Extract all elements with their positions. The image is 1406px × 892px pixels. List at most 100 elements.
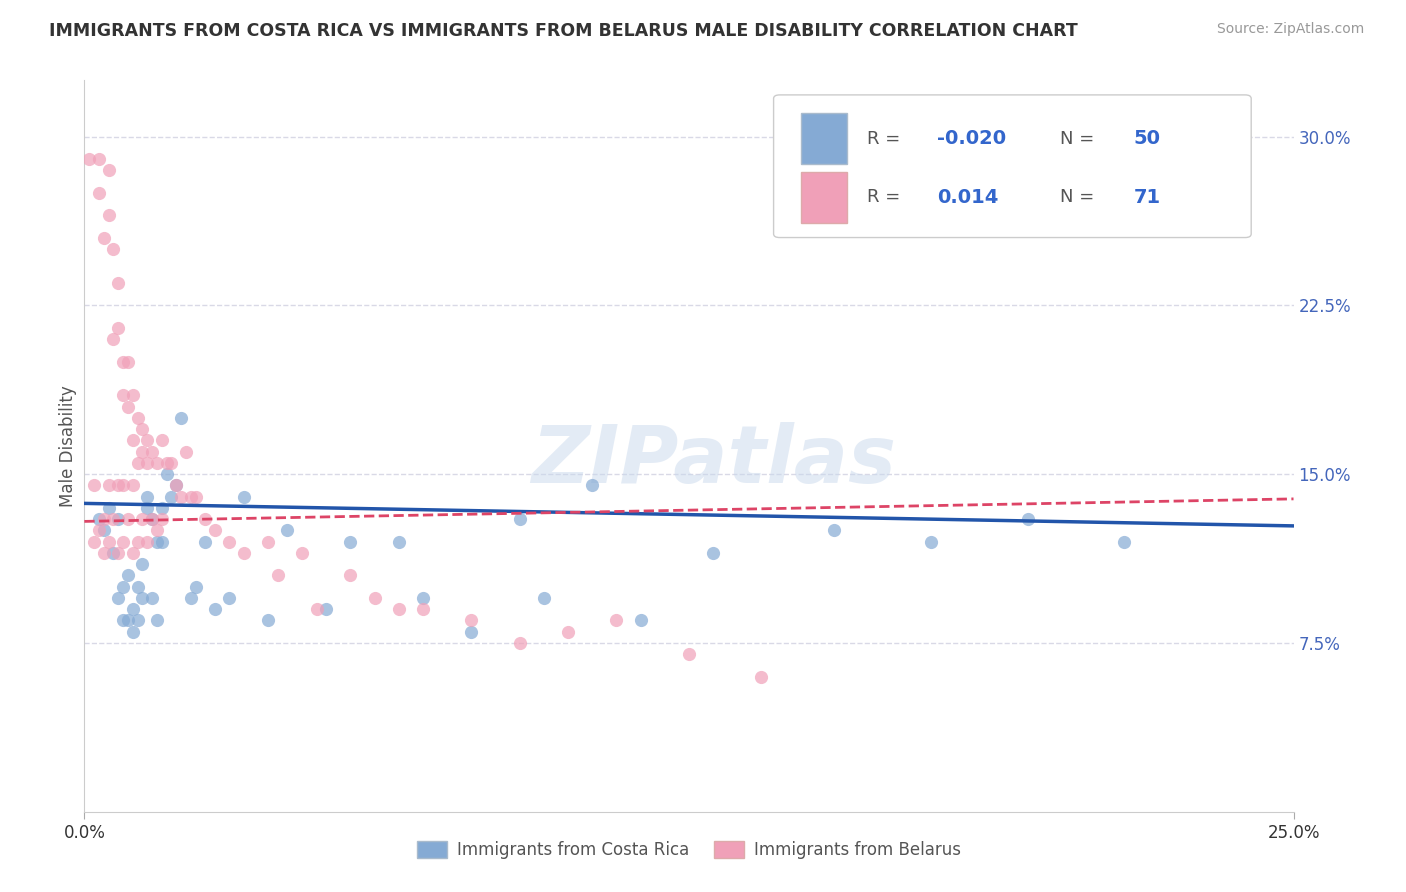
Point xyxy=(184,580,207,594)
Point xyxy=(165,478,187,492)
FancyBboxPatch shape xyxy=(773,95,1251,237)
Text: 50: 50 xyxy=(1133,129,1161,148)
Point xyxy=(460,614,482,628)
Y-axis label: Male Disability: Male Disability xyxy=(59,385,77,507)
Point xyxy=(305,602,328,616)
Point xyxy=(131,557,153,571)
Text: R =: R = xyxy=(866,130,905,148)
Point xyxy=(121,434,143,448)
Point xyxy=(1114,534,1136,549)
Point xyxy=(823,524,845,538)
Point xyxy=(127,410,149,425)
Point xyxy=(233,490,256,504)
Text: N =: N = xyxy=(1060,130,1099,148)
Point xyxy=(87,512,110,526)
Point xyxy=(267,568,290,582)
Point xyxy=(194,512,217,526)
Point xyxy=(388,534,411,549)
Text: Source: ZipAtlas.com: Source: ZipAtlas.com xyxy=(1216,22,1364,37)
Point xyxy=(112,388,135,402)
Point xyxy=(131,444,153,458)
Point xyxy=(127,580,149,594)
Point xyxy=(751,670,773,684)
Point xyxy=(107,276,129,290)
Point xyxy=(121,478,143,492)
Point xyxy=(141,512,163,526)
Point xyxy=(702,546,724,560)
Point xyxy=(339,534,361,549)
Point xyxy=(117,400,139,414)
Point xyxy=(1017,512,1039,526)
Point xyxy=(77,152,100,166)
Point xyxy=(141,591,163,605)
Point xyxy=(97,500,120,515)
Point xyxy=(146,524,169,538)
Point xyxy=(533,591,555,605)
Text: IMMIGRANTS FROM COSTA RICA VS IMMIGRANTS FROM BELARUS MALE DISABILITY CORRELATIO: IMMIGRANTS FROM COSTA RICA VS IMMIGRANTS… xyxy=(49,22,1078,40)
Point xyxy=(180,591,202,605)
Point xyxy=(412,591,434,605)
Point xyxy=(112,354,135,368)
Point xyxy=(146,614,169,628)
Point xyxy=(155,456,177,470)
Point xyxy=(150,500,173,515)
Point xyxy=(218,534,240,549)
Point xyxy=(93,546,115,560)
Point xyxy=(920,534,942,549)
Point xyxy=(678,647,700,661)
Text: 0.014: 0.014 xyxy=(936,188,998,207)
Legend: Immigrants from Costa Rica, Immigrants from Belarus: Immigrants from Costa Rica, Immigrants f… xyxy=(411,834,967,865)
Point xyxy=(233,546,256,560)
Point xyxy=(150,512,173,526)
Point xyxy=(218,591,240,605)
Point xyxy=(204,524,226,538)
Point xyxy=(107,321,129,335)
Point xyxy=(107,546,129,560)
FancyBboxPatch shape xyxy=(801,171,848,223)
Point xyxy=(141,512,163,526)
Point xyxy=(131,422,153,436)
Point xyxy=(103,512,125,526)
Point xyxy=(112,580,135,594)
Point xyxy=(160,456,183,470)
Point xyxy=(97,534,120,549)
Point xyxy=(117,568,139,582)
Point xyxy=(136,500,159,515)
Point xyxy=(131,591,153,605)
Point xyxy=(257,614,280,628)
Point xyxy=(165,478,187,492)
Point xyxy=(117,512,139,526)
Point xyxy=(103,332,125,346)
Point xyxy=(112,614,135,628)
Point xyxy=(121,624,143,639)
Point xyxy=(204,602,226,616)
Point xyxy=(87,524,110,538)
Point xyxy=(97,208,120,222)
Point xyxy=(160,490,183,504)
Point xyxy=(339,568,361,582)
Point xyxy=(291,546,314,560)
Point xyxy=(150,434,173,448)
Text: -0.020: -0.020 xyxy=(936,129,1005,148)
Point xyxy=(509,512,531,526)
Point xyxy=(93,512,115,526)
Point xyxy=(557,624,579,639)
Point xyxy=(103,546,125,560)
Point xyxy=(184,490,207,504)
Point xyxy=(412,602,434,616)
Point xyxy=(509,636,531,650)
Point xyxy=(363,591,385,605)
Point xyxy=(581,478,603,492)
Point xyxy=(170,490,193,504)
Point xyxy=(107,478,129,492)
Point xyxy=(146,534,169,549)
Text: 71: 71 xyxy=(1133,188,1161,207)
Text: ZIPatlas: ZIPatlas xyxy=(530,422,896,500)
Point xyxy=(93,524,115,538)
Point xyxy=(87,186,110,200)
Point xyxy=(388,602,411,616)
Point xyxy=(87,152,110,166)
Point xyxy=(136,456,159,470)
Point xyxy=(117,614,139,628)
Point xyxy=(127,614,149,628)
